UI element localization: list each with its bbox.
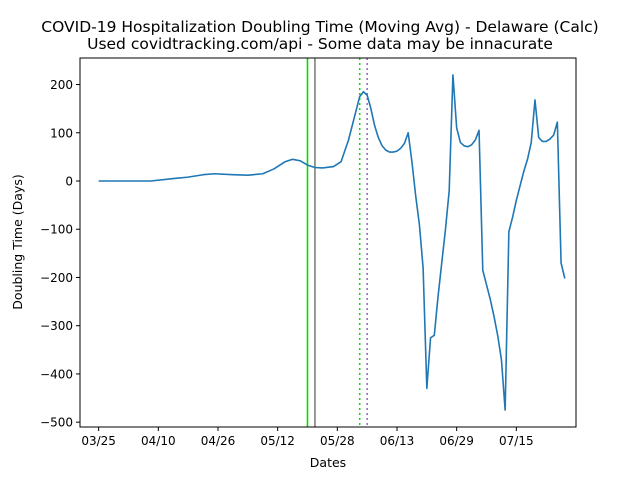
y-tick-label: 200 <box>50 78 73 92</box>
data-layer <box>98 58 566 427</box>
x-tick-label: 05/28 <box>320 434 355 448</box>
x-tick-label: 04/26 <box>201 434 236 448</box>
y-tick-label: −100 <box>40 223 73 237</box>
chart-title: COVID-19 Hospitalization Doubling Time (… <box>41 18 598 36</box>
y-axis-label: Doubling Time (Days) <box>10 174 25 309</box>
x-tick-label: 06/29 <box>439 434 474 448</box>
x-tick-label: 04/10 <box>141 434 176 448</box>
chart-subtitle: Used covidtracking.com/api - Some data m… <box>87 35 553 53</box>
x-tick-label: 06/13 <box>380 434 415 448</box>
ticks: 03/25 04/10 04/26 05/12 05/28 06/13 06/29 07/15… <box>40 78 534 448</box>
y-tick-label: 0 <box>65 175 73 189</box>
x-axis-label: Dates <box>310 455 346 470</box>
y-tick-label: 100 <box>50 126 73 140</box>
y-tick-label: −500 <box>40 416 73 430</box>
y-tick-label: −200 <box>40 271 73 285</box>
x-tick-label: 03/25 <box>81 434 116 448</box>
y-tick-label: −300 <box>40 319 73 333</box>
x-tick-label: 05/12 <box>260 434 295 448</box>
x-tick-label: 07/15 <box>499 434 534 448</box>
axes-frame <box>79 57 577 428</box>
series-line-1 <box>98 74 566 411</box>
y-tick-label: −400 <box>40 367 73 381</box>
